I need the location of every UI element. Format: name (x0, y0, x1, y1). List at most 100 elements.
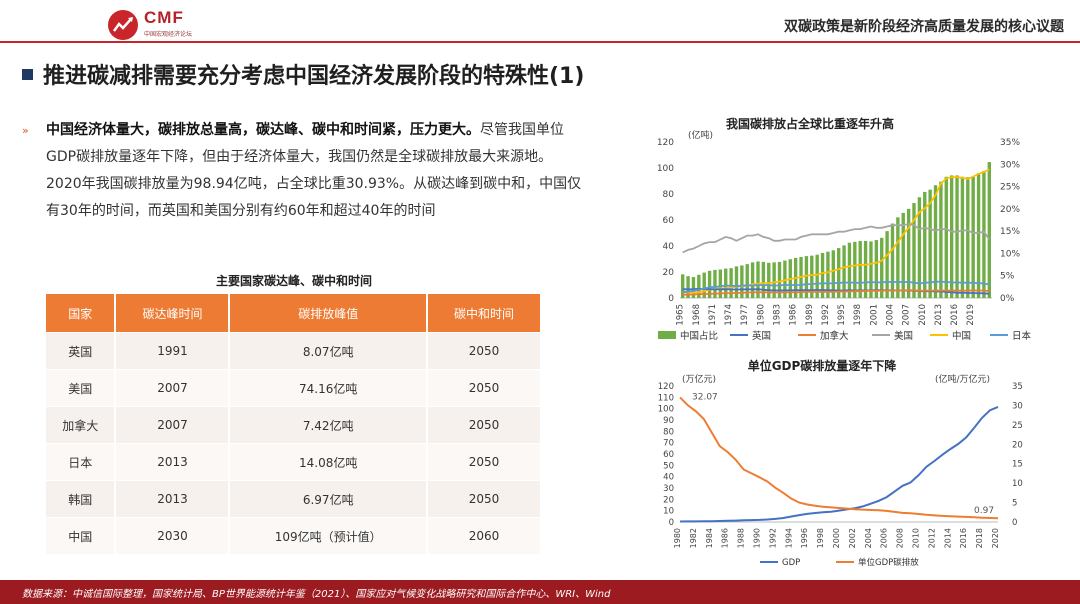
table-title: 主要国家碳达峰、碳中和时间 (215, 274, 372, 288)
table-cell: 7.42亿吨 (229, 406, 428, 444)
chart1-xtick-label: 2007 (902, 304, 912, 326)
chart1-bar (896, 217, 900, 298)
chart2-xtick-label: 2006 (880, 528, 889, 548)
chart1-bar (831, 250, 835, 298)
chart2-y2tick-label: 5 (1012, 499, 1017, 509)
logo-text: CMF (144, 8, 184, 27)
chart1-bar (681, 274, 685, 298)
table-row: 英国 1991 8.07亿吨 2050 (46, 332, 543, 370)
chart1-bar (750, 262, 755, 298)
chart2-y2tick-label: 25 (1012, 421, 1023, 431)
chart2-ytick-label: 10 (663, 507, 674, 517)
chart1-xtick-label: 2004 (885, 304, 895, 326)
header-title: 双碳政策是新阶段经济高质量发展的核心议题 (784, 19, 1064, 35)
chart1-bar (847, 242, 852, 298)
table-cell: 2050 (426, 369, 543, 407)
table-cell: 109亿吨（预计值） (229, 517, 428, 554)
chart2-xtick-label: 1982 (689, 528, 698, 548)
chart2-xtick-label: 2004 (864, 528, 873, 548)
chart1-bar (777, 261, 782, 298)
peak-neutral-table: 国家 碳达峰时间 碳排放峰值 碳中和时间 英国 1991 8.07亿吨 2050… (46, 294, 543, 554)
chart1-xtick-label: 2013 (934, 304, 944, 326)
table-cell: 2060 (426, 517, 543, 554)
chart1-bar (885, 231, 889, 298)
chart2-y2tick-label: 35 (1012, 382, 1023, 392)
chart1-bar (971, 176, 975, 298)
chart-china-share: 我国碳排放占全球比重逐年升高 (亿吨) 0 20 40 60 80 100 120 0% 5% 1… (657, 116, 1032, 342)
chart1-bar (804, 256, 809, 298)
chart1-bar (734, 266, 739, 298)
chart2-xtick-label: 2008 (896, 528, 905, 548)
chart2-xtick-label: 1998 (816, 528, 825, 548)
chart1-ytick-label: 20 (663, 268, 675, 278)
chart2-y2tick-label: 15 (1012, 460, 1023, 470)
footer: 数据来源：中诚信国际整理，国家统计局、BP世界能源统计年鉴（2021）、国家应对… (0, 580, 1080, 604)
chart1-bar (949, 175, 954, 298)
chart2-ytick-label: 50 (663, 461, 674, 471)
chart1-bar (880, 237, 884, 298)
chart1-xtick-label: 2019 (966, 304, 976, 326)
chart2-y2tick-label: 30 (1012, 401, 1023, 411)
table-cell: 2030 (115, 517, 231, 554)
chart1-legend-label: 美国 (894, 330, 913, 342)
chart1-bar (869, 241, 873, 298)
chart1-series-line-中国 (682, 168, 990, 294)
chart2-ytick-label: 90 (663, 416, 674, 426)
table-cell: 日本 (46, 443, 117, 481)
chart2-y2tick-label: 20 (1012, 440, 1023, 450)
chart1-bar (810, 255, 814, 298)
chart1-xtick-label: 1983 (773, 304, 783, 326)
chart1-legend-swatch (658, 331, 676, 339)
table-cell: 2050 (426, 406, 543, 444)
summary-text: 尽管我国单位GDP碳排放量逐年下降，但由于经济体量大，我国仍然是全球碳排放最大来… (46, 122, 582, 219)
table-cell: 2007 (115, 369, 231, 407)
chart2-ytick-label: 80 (663, 427, 674, 437)
chart1-bar (917, 197, 922, 298)
chart2-xtick-label: 2012 (927, 528, 936, 548)
chart1-legend-label: 中国 (952, 330, 971, 342)
chart1-bar (890, 223, 895, 298)
chart2-ytick-label: 0 (669, 518, 674, 528)
table-cell: 6.97亿吨 (229, 480, 428, 518)
logo-emblem-icon (108, 10, 138, 40)
chart1-bar (955, 175, 959, 298)
chart1-series-line-日本 (682, 280, 990, 294)
chart1-bar (697, 274, 701, 298)
chart1-bar (966, 177, 970, 298)
table-cell: 8.07亿吨 (229, 332, 428, 370)
chart1-xtick-label: 1968 (692, 304, 702, 326)
chart2-ylabel-left: (万亿元) (682, 373, 716, 385)
chart2-xtick-label: 2002 (848, 528, 857, 548)
chart1-bar (837, 248, 841, 298)
chart1-xtick-label: 1998 (853, 304, 863, 326)
chart2-ytick-label: 20 (663, 495, 674, 505)
chart2-y2tick-label: 0 (1012, 518, 1017, 528)
table-cell: 英国 (46, 332, 117, 370)
chart1-bar (691, 277, 696, 298)
chart1-y2tick-label: 15% (1000, 227, 1020, 237)
table-cell: 2050 (426, 480, 543, 518)
chart1-bar (912, 203, 916, 298)
page-title: 推进碳减排需要充分考虑中国经济发展阶段的特殊性(1) (22, 58, 584, 90)
chart2-xtick-label: 1984 (705, 528, 714, 548)
chart1-xtick-label: 1995 (837, 304, 847, 326)
chart2-legend-label: 单位GDP碳排放 (858, 557, 919, 568)
chart1-bar (820, 252, 825, 298)
chart1-bar (906, 208, 911, 298)
chart1-ytick-label: 60 (663, 216, 675, 226)
chart1-bar (740, 265, 744, 298)
page-title-text: 推进碳减排需要充分考虑中国经济发展阶段的特殊性(1) (43, 64, 585, 89)
chart1-ytick-label: 0 (668, 294, 674, 304)
chart1-bar (745, 264, 749, 298)
header-divider (0, 41, 1080, 43)
chart2-xtick-label: 2000 (832, 528, 841, 548)
chart1-series-line-加拿大 (682, 289, 990, 296)
chart2-xtick-label: 2016 (959, 528, 968, 548)
chart1-bar (939, 181, 943, 298)
logo-chart-icon (112, 17, 133, 32)
chart2-xtick-label: 1994 (784, 528, 793, 548)
chart1-xtick-label: 1989 (805, 304, 815, 326)
table-header-country: 国家 (46, 294, 117, 333)
chart1-bar (729, 268, 733, 298)
table-row: 韩国 2013 6.97亿吨 2050 (46, 480, 543, 518)
